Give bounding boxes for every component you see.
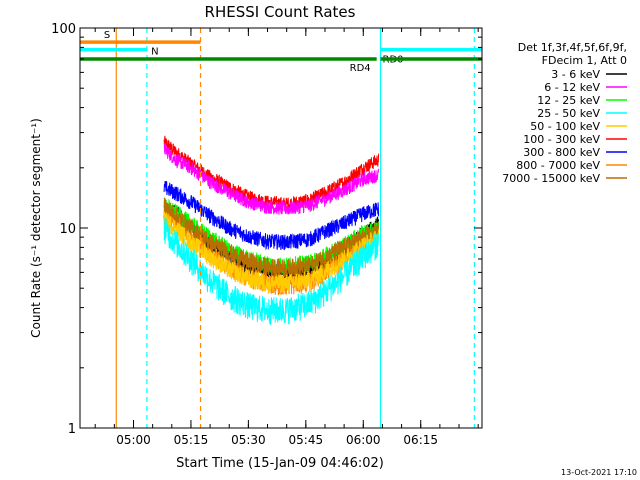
- x-tick-label: 05:00: [116, 433, 151, 447]
- legend-entry-label: 800 - 7000 keV: [516, 159, 600, 172]
- legend: Det 1f,3f,4f,5f,6f,9f,FDecim 1, Att 03 -…: [502, 41, 627, 185]
- annotation-layer: SNRD0RD4: [80, 28, 482, 428]
- axis-layer: 05:00 05:15 05:30 05:45 06:00 06:15 1 10 100: [51, 22, 482, 447]
- x-axis-label: Start Time (15-Jan-09 04:46:02): [176, 456, 384, 471]
- series-line-1: [163, 142, 380, 215]
- legend-entry-label: 7000 - 15000 keV: [502, 172, 600, 185]
- series-line-6: [163, 180, 380, 251]
- series-line-3: [163, 217, 380, 325]
- legend-entry-label: 25 - 50 keV: [537, 107, 600, 120]
- x-tick-label: 06:15: [403, 433, 438, 447]
- y-axis-label: Count Rate (s⁻¹ detector segment⁻¹): [29, 118, 43, 338]
- legend-entry-label: 6 - 12 keV: [544, 81, 600, 94]
- x-tick-label: 06:00: [346, 433, 381, 447]
- data-layer: [163, 135, 380, 325]
- x-tick-label: 05:30: [231, 433, 266, 447]
- legend-header-line: FDecim 1, Att 0: [542, 54, 627, 67]
- x-tick-label: 05:15: [174, 433, 209, 447]
- annotation-label-3: RD4: [350, 63, 371, 74]
- y-tick-label: 1: [68, 422, 76, 437]
- y-tick-label: 100: [51, 22, 76, 37]
- footer-timestamp: 13-Oct-2021 17:10: [561, 468, 637, 477]
- legend-header-line: Det 1f,3f,4f,5f,6f,9f,: [518, 41, 627, 54]
- y-tick-label: 10: [59, 222, 76, 237]
- chart-title: RHESSI Count Rates: [205, 3, 356, 21]
- legend-entry-label: 3 - 6 keV: [551, 68, 600, 81]
- legend-entry-label: 300 - 800 keV: [523, 146, 600, 159]
- plot-frame: [79, 27, 483, 429]
- series-line-4: [163, 211, 380, 295]
- series-line-8: [163, 197, 380, 278]
- legend-entry-label: 12 - 25 keV: [537, 94, 600, 107]
- legend-entry-label: 100 - 300 keV: [523, 133, 600, 146]
- x-tick-label: 05:45: [289, 433, 324, 447]
- annotation-label-1: N: [151, 47, 158, 58]
- legend-entry-label: 50 - 100 keV: [530, 120, 600, 133]
- annotation-label-0: S: [104, 30, 110, 41]
